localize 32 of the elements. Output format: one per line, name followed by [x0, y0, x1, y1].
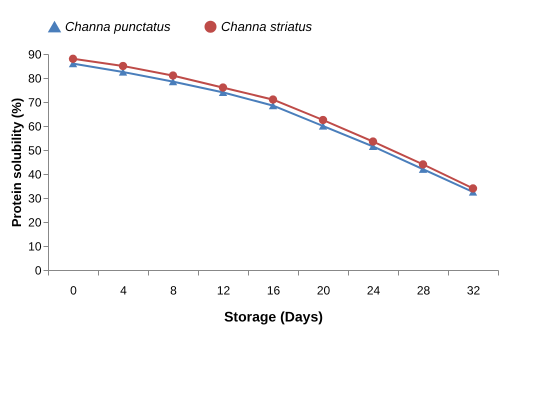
legend-label: Channa striatus	[221, 18, 313, 34]
y-tick-label: 70	[28, 96, 42, 110]
point	[418, 160, 428, 169]
x-tick-label: 0	[70, 284, 78, 298]
y-tick-label: 90	[28, 48, 42, 62]
x-tick-label: 24	[366, 284, 380, 298]
point	[168, 71, 178, 80]
point	[68, 54, 78, 63]
x-tick-label: 20	[316, 284, 330, 298]
x-tick-label: 32	[466, 284, 480, 298]
y-tick-label: 0	[34, 264, 42, 278]
x-tick-label: 16	[266, 284, 280, 298]
y-tick-label: 50	[28, 144, 42, 158]
point	[468, 184, 478, 193]
legend-label: Channa punctatus	[65, 19, 172, 34]
x-tick-label: 28	[416, 284, 430, 298]
point	[268, 95, 278, 104]
y-tick-label: 80	[28, 72, 42, 86]
point	[318, 116, 328, 124]
point	[368, 137, 378, 146]
y-tick-label: 40	[28, 168, 42, 182]
x-tick-label: 4	[120, 284, 128, 298]
y-tick-label: 30	[28, 192, 42, 206]
y-axis-title: Protein solubility (%)	[9, 98, 24, 228]
x-axis-title: Storage (Days)	[224, 308, 323, 324]
y-tick-label: 20	[28, 216, 42, 230]
x-tick-label: 8	[170, 284, 178, 298]
point	[218, 83, 228, 92]
x-tick-label: 12	[216, 284, 230, 298]
point	[118, 62, 128, 70]
y-tick-label: 60	[28, 120, 42, 134]
y-tick-label: 10	[28, 240, 42, 254]
